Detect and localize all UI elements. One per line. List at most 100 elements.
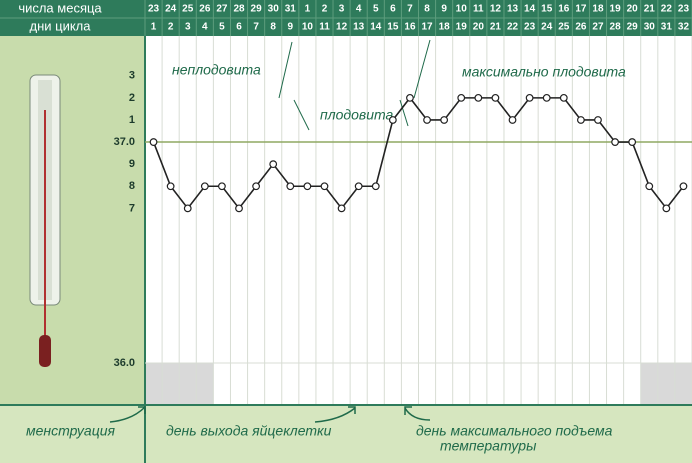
- y-tick-label: 37.0: [114, 136, 135, 148]
- date-label: 29: [251, 4, 263, 15]
- date-label: 16: [558, 4, 570, 15]
- thermometer: [29, 74, 61, 367]
- temperature-point: [611, 138, 619, 146]
- temperature-point: [559, 93, 568, 102]
- pointer: [278, 41, 293, 99]
- date-label: 13: [507, 4, 519, 15]
- x-tick-label: 28: [610, 22, 622, 33]
- y-tick-label: 1: [129, 114, 135, 126]
- x-tick-label: 25: [558, 22, 570, 33]
- temperature-point: [371, 182, 380, 191]
- x-tick-label: 4: [202, 22, 208, 33]
- footer-label: температуры: [440, 438, 537, 454]
- annotation: плодовита: [320, 107, 394, 123]
- x-tick-label: 22: [507, 22, 519, 33]
- x-tick-label: 32: [678, 22, 690, 33]
- x-tick-label: 29: [627, 22, 639, 33]
- x-tick-label: 31: [661, 22, 673, 33]
- x-tick-label: 27: [592, 22, 604, 33]
- x-tick-label: 10: [302, 22, 314, 33]
- date-label: 30: [268, 4, 280, 15]
- date-label: 2: [322, 4, 328, 15]
- annotation: максимально плодовита: [462, 64, 626, 80]
- temperature-point: [542, 93, 551, 102]
- temperature-point: [149, 138, 158, 146]
- temperature-point: [406, 93, 414, 102]
- x-tick-label: 18: [439, 22, 451, 33]
- x-tick-label: 15: [387, 22, 399, 33]
- date-label: 27: [216, 4, 228, 15]
- temperature-point: [252, 182, 261, 191]
- x-tick-label: 9: [288, 22, 294, 33]
- temperature-point: [166, 182, 175, 191]
- date-label: 25: [182, 4, 194, 15]
- temperature-point: [320, 182, 329, 191]
- date-label: 31: [285, 4, 297, 15]
- x-tick-label: 21: [490, 22, 502, 33]
- temperature-point: [645, 182, 654, 191]
- footer-label: день выхода яйцеклетки: [166, 423, 332, 439]
- x-tick-label: 16: [404, 22, 416, 33]
- date-label: 19: [610, 4, 622, 15]
- x-tick-label: 17: [421, 22, 433, 33]
- y-tick-label: 2: [129, 92, 135, 104]
- temperature-point: [662, 204, 671, 213]
- x-tick-label: 11: [319, 22, 330, 33]
- x-tick-label: 20: [473, 22, 485, 33]
- date-label: 10: [456, 4, 468, 15]
- y-tick-label: 36.0: [114, 357, 135, 369]
- x-tick-label: 7: [253, 22, 259, 33]
- date-label: 14: [524, 4, 536, 15]
- annotation-lines: [278, 39, 431, 131]
- temperature-point: [303, 182, 312, 191]
- x-tick-label: 23: [524, 22, 536, 33]
- temperature-point: [388, 116, 397, 124]
- date-label: 4: [356, 4, 362, 15]
- x-tick-label: 5: [219, 22, 225, 33]
- date-label: 5: [373, 4, 379, 15]
- x-tick-label: 6: [236, 22, 242, 33]
- arrow: [314, 406, 356, 423]
- footer-label: день максимального подъема: [416, 423, 613, 439]
- y-tick-label: 3: [129, 70, 135, 82]
- temperature-point: [440, 116, 449, 124]
- x-tick-label: 30: [644, 22, 656, 33]
- x-tick-label: 8: [270, 22, 276, 33]
- x-tick-label: 14: [370, 22, 382, 33]
- temperature-point: [200, 182, 209, 191]
- temperature-point: [337, 204, 346, 213]
- temperature-point: [423, 116, 431, 124]
- date-label: 21: [644, 4, 656, 15]
- x-tick-label: 2: [168, 22, 174, 33]
- date-label: 24: [165, 4, 177, 15]
- pointer: [399, 99, 409, 127]
- y-tick-label: 9: [129, 158, 135, 170]
- arrow: [404, 406, 431, 421]
- temperature-point: [508, 116, 517, 124]
- temperature-point: [474, 93, 483, 102]
- date-label: 28: [233, 4, 245, 15]
- date-label: 6: [390, 4, 396, 15]
- date-label: 22: [661, 4, 673, 15]
- date-label: 11: [473, 4, 484, 15]
- dates-label: числа месяца: [18, 0, 102, 15]
- date-label: 7: [407, 4, 413, 15]
- x-tick-label: 3: [185, 22, 191, 33]
- temperature-point: [594, 116, 602, 124]
- thermo-bulb: [39, 335, 51, 367]
- arrow: [109, 406, 146, 423]
- temperature-point: [183, 204, 192, 213]
- date-label: 17: [575, 4, 587, 15]
- x-tick-label: 12: [336, 22, 348, 33]
- x-tick-label: 13: [353, 22, 365, 33]
- temperature-point: [269, 160, 278, 169]
- date-label: 26: [199, 4, 211, 15]
- left-panel: [0, 36, 145, 405]
- date-label: 18: [592, 4, 604, 15]
- cycle-label: дни цикла: [30, 18, 92, 33]
- footer-arrows: [109, 406, 431, 423]
- pointer: [413, 39, 431, 99]
- temperature-point: [457, 93, 466, 102]
- temperature-point: [491, 93, 500, 102]
